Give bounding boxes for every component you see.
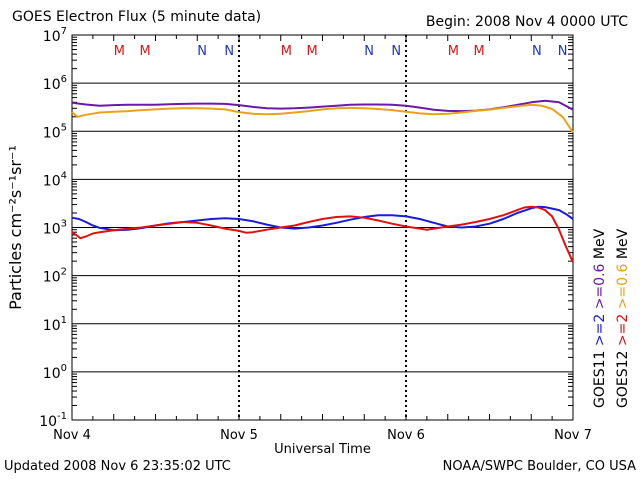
marker-M: M — [306, 44, 317, 59]
x-tick-label: Nov 4 — [53, 428, 91, 443]
y-tick-label-1e3: 103 — [43, 219, 67, 238]
marker-M: M — [281, 44, 292, 59]
legend-entry-2: GOES12 >=2 >=0.6 MeV — [615, 228, 631, 408]
marker-N: N — [197, 44, 207, 59]
x-tick-label: Nov 6 — [387, 428, 425, 443]
marker-N: N — [558, 44, 568, 59]
y-tick-label-1e-1: 10-1 — [39, 411, 67, 430]
y-axis-label: Particles cm⁻²s⁻¹sr⁻¹ — [6, 145, 25, 310]
y-tick-label-1e7: 107 — [43, 26, 67, 45]
x-axis-label: Universal Time — [274, 442, 371, 457]
y-tick-label-1e6: 106 — [43, 74, 67, 93]
legend-entry-1: GOES11 >=2 >=0.6 MeV — [592, 228, 608, 408]
y-tick-label-1e2: 102 — [43, 267, 67, 286]
marker-M: M — [114, 44, 125, 59]
marker-N: N — [364, 44, 374, 59]
y-tick-label-1e5: 105 — [43, 122, 67, 141]
marker-N: N — [532, 44, 542, 59]
marker-N: N — [224, 44, 234, 59]
y-tick-label-1e0: 100 — [43, 363, 67, 382]
begin-time: Begin: 2008 Nov 4 0000 UTC — [425, 14, 628, 30]
y-tick-label-1e1: 101 — [43, 315, 67, 334]
marker-M: M — [473, 44, 484, 59]
chart-title: GOES Electron Flux (5 minute data) — [12, 9, 262, 25]
credit-text: NOAA/SWPC Boulder, CO USA — [442, 459, 636, 474]
series-line-1 — [71, 103, 574, 133]
series-line-3 — [71, 205, 574, 263]
marker-M: M — [448, 44, 459, 59]
x-tick-label: Nov 5 — [220, 428, 258, 443]
updated-timestamp: Updated 2008 Nov 6 23:35:02 UTC — [4, 459, 231, 474]
x-tick-label: Nov 7 — [554, 428, 592, 443]
y-tick-label-1e4: 104 — [43, 170, 67, 189]
marker-M: M — [139, 44, 150, 59]
marker-N: N — [391, 44, 401, 59]
